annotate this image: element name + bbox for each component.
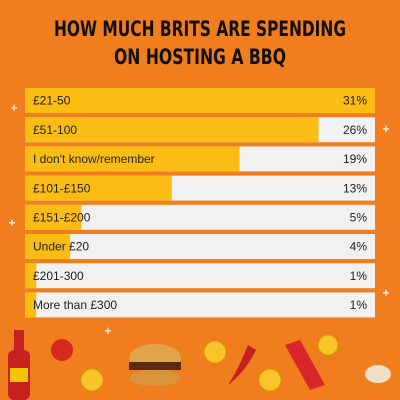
category-label: £101-£150 xyxy=(33,181,91,195)
sparkles xyxy=(9,104,389,334)
category-label: More than £300 xyxy=(33,298,117,312)
bar-track xyxy=(25,263,375,289)
value-label: 19% xyxy=(343,152,367,166)
bar-track xyxy=(25,204,375,230)
value-label: 1% xyxy=(350,298,368,312)
value-label: 5% xyxy=(350,210,368,224)
category-label: £151-£200 xyxy=(33,210,91,224)
category-label: £21-50 xyxy=(33,94,71,108)
value-label: 4% xyxy=(350,240,368,254)
bar xyxy=(25,175,172,201)
chart-title: HOW MUCH BRITS ARE SPENDING xyxy=(54,17,346,41)
bar xyxy=(25,88,375,113)
category-label: Under £20 xyxy=(33,240,89,254)
bar xyxy=(25,204,82,230)
decorations xyxy=(8,330,391,400)
value-label: 26% xyxy=(343,123,367,137)
value-label: 31% xyxy=(343,94,367,108)
bar-track xyxy=(25,234,375,259)
bar-track xyxy=(25,292,375,318)
bar xyxy=(25,117,319,143)
chart-title: ON HOSTING A BBQ xyxy=(114,45,286,69)
category-label: £201-300 xyxy=(33,269,84,283)
bar xyxy=(25,263,37,289)
bar xyxy=(25,234,71,259)
category-label: I don't know/remember xyxy=(33,152,155,166)
bar xyxy=(25,146,240,172)
value-label: 13% xyxy=(343,181,367,195)
category-label: £51-100 xyxy=(33,123,77,137)
bar xyxy=(25,292,37,318)
value-label: 1% xyxy=(350,269,368,283)
